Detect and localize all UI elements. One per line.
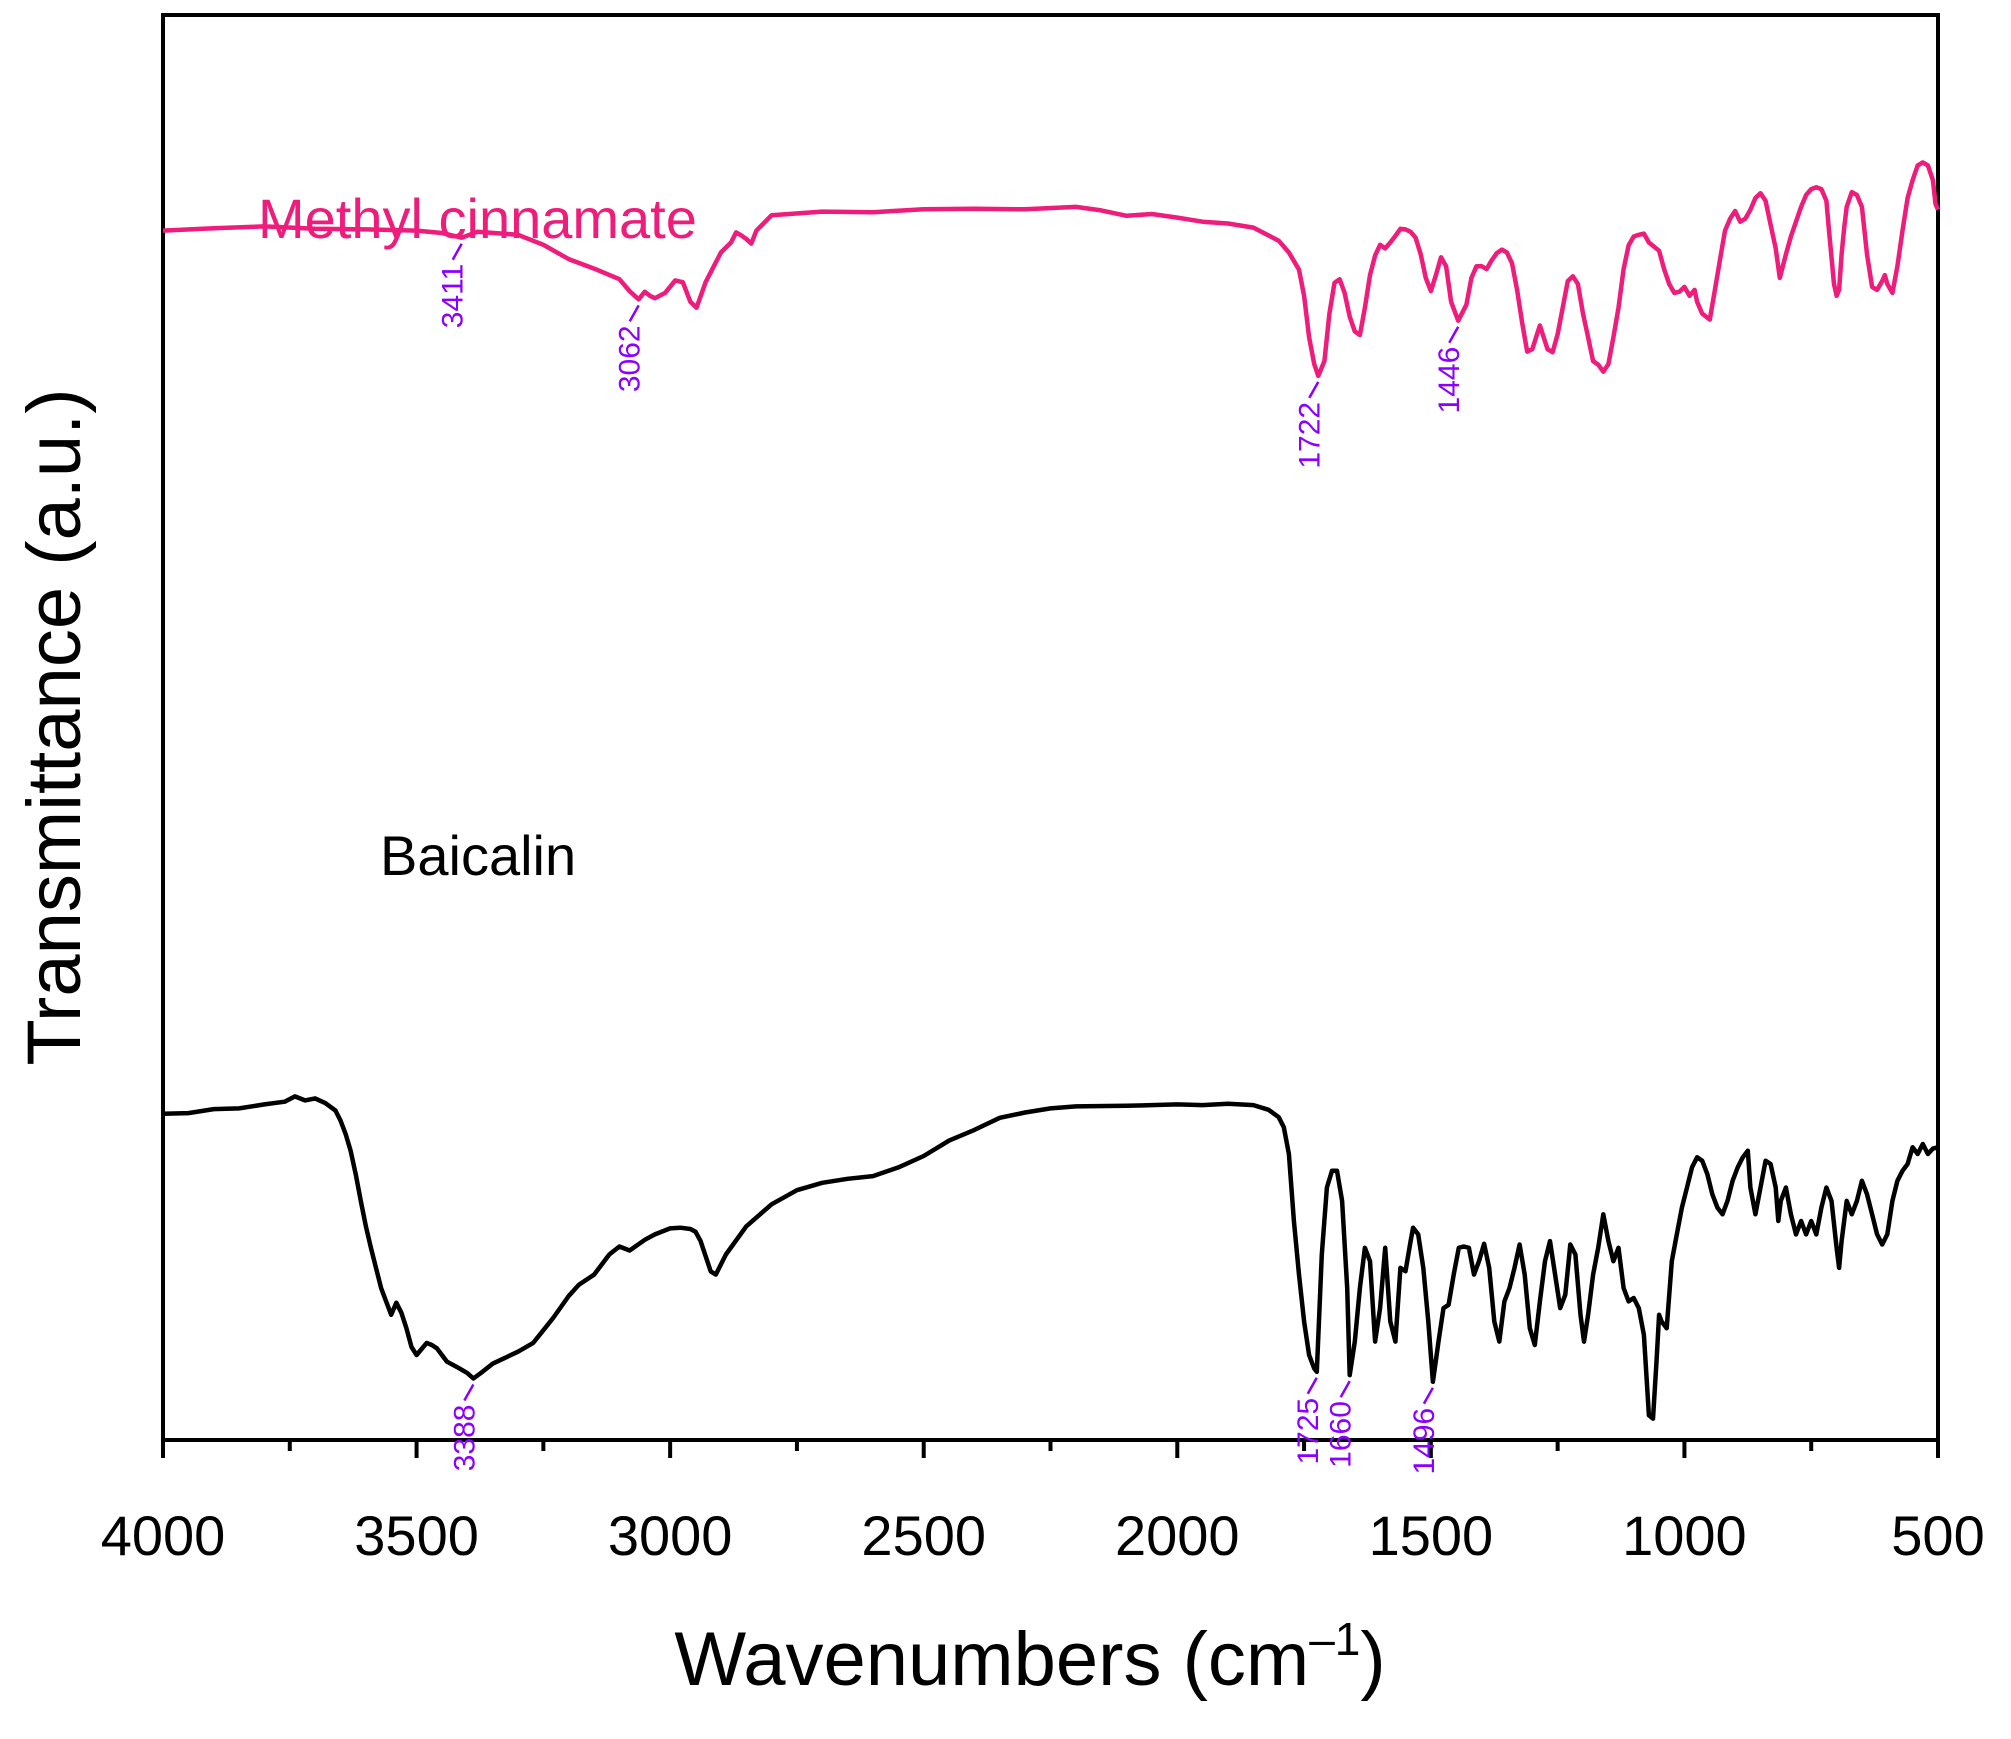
peak-leader-1660 (1339, 1380, 1351, 1398)
peak-label-1725: 1725 (1292, 1398, 1325, 1465)
peak-leader-1725 (1306, 1377, 1318, 1395)
series-line-methyl-cinnamate (162, 160, 1941, 379)
peak-label-1446: 1446 (1433, 347, 1466, 414)
x-tick-label-4000: 4000 (101, 1504, 226, 1567)
peak-label-3411: 3411 (437, 264, 470, 329)
peak-leader-3388 (463, 1383, 475, 1402)
series-group (162, 160, 1941, 1421)
peak-leader-1446 (1448, 326, 1460, 344)
peak-label-1722: 1722 (1293, 402, 1326, 469)
peak-label-1660: 1660 (1325, 1401, 1358, 1468)
peak-label-1496: 1496 (1408, 1408, 1441, 1475)
peak-leader-3062 (628, 304, 640, 323)
x-tick-label-500: 500 (1891, 1504, 1984, 1567)
peak-label-3388: 3388 (448, 1405, 481, 1472)
x-axis-tick-labels: 4000 3500 3000 2500 2000 1500 1000 500 (101, 1504, 1985, 1567)
series-line-baicalin (162, 1094, 1939, 1421)
y-axis-title: Transmittance (a.u.) (12, 388, 97, 1065)
peak-annotations: 3411 3062 1722 1446 3388 1725 1660 1496 (437, 243, 1466, 1475)
x-tick-label-3500: 3500 (354, 1504, 479, 1567)
series-label-baicalin: Baicalin (380, 824, 576, 887)
x-tick-label-1000: 1000 (1622, 1504, 1747, 1567)
peak-leader-1722 (1308, 381, 1320, 399)
x-axis-title: Wavenumbers (cm–1) (674, 1613, 1385, 1702)
peak-label-3062: 3062 (614, 325, 647, 392)
x-axis-ticks (161, 1440, 1940, 1458)
x-tick-label-3000: 3000 (608, 1504, 733, 1567)
peak-leader-3411 (451, 243, 463, 261)
peak-leader-1496 (1422, 1387, 1434, 1405)
series-label-methyl-cinnamate: Methyl cinnamate (258, 187, 697, 250)
x-tick-label-1500: 1500 (1369, 1504, 1494, 1567)
x-tick-label-2000: 2000 (1115, 1504, 1240, 1567)
x-tick-label-2500: 2500 (861, 1504, 986, 1567)
